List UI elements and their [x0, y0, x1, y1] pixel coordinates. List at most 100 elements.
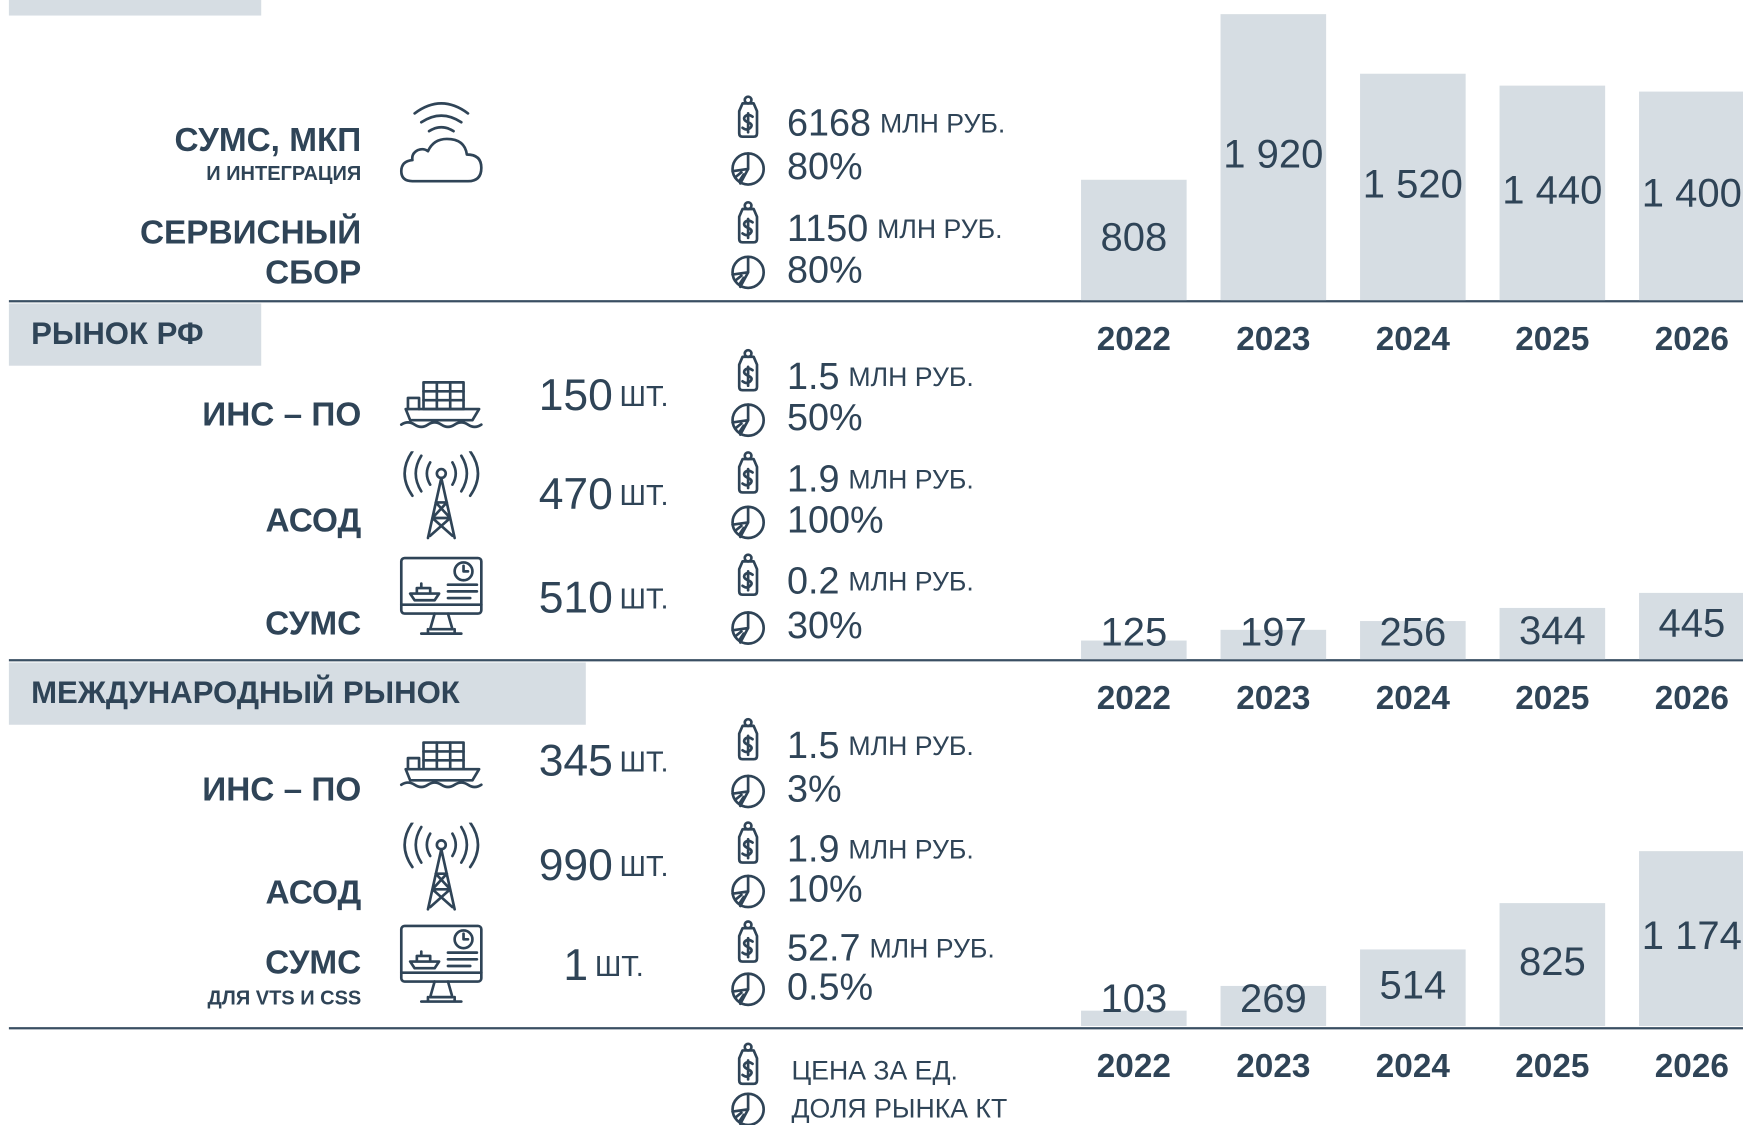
header-band: [8, 0, 262, 16]
row-name: СУМС: [265, 606, 361, 643]
bar: [1499, 85, 1606, 301]
market-share: 80%: [787, 249, 863, 291]
bar: [1081, 1010, 1187, 1027]
section-header: РЫНОК РФ: [31, 316, 203, 351]
icon: [737, 1042, 759, 1086]
icon: [403, 451, 480, 540]
icon: [731, 874, 766, 909]
market-share: 10%: [787, 868, 863, 910]
icon: [731, 774, 766, 809]
bar-value-label: 1 920: [1223, 133, 1323, 177]
unit-price: 1.5 МЛН РУБ.: [787, 356, 974, 398]
bar-value-label: 445: [1658, 602, 1725, 646]
row-name: АСОД: [266, 502, 362, 539]
year-label: 2022: [1097, 680, 1171, 717]
bar-value-label: 514: [1379, 963, 1446, 1007]
market-share: 80%: [787, 146, 863, 188]
year-label: 2023: [1236, 321, 1310, 358]
unit-price: 1150 МЛН РУБ.: [787, 208, 1003, 250]
icon: [731, 255, 766, 290]
unit-price: 1.9 МЛН РУБ.: [787, 458, 974, 500]
count-value: 510: [539, 573, 613, 622]
bar-value-label: 1 174: [1642, 914, 1742, 958]
icon: [731, 505, 766, 540]
row-name: СУМС, МКП: [174, 122, 361, 159]
count-unit: ШТ.: [620, 851, 669, 883]
section-header-band: [8, 662, 586, 725]
icon: [731, 611, 766, 645]
bar-value-label: 1 440: [1502, 168, 1602, 212]
market-share: 30%: [787, 605, 863, 647]
price-value: 1.9: [787, 458, 840, 500]
unit-count: 345 ШТ.: [539, 736, 669, 785]
year-label: 2024: [1376, 1048, 1451, 1085]
row-name: СУМС: [265, 945, 361, 982]
year-label: 2026: [1655, 680, 1729, 717]
icon: [399, 556, 483, 635]
unit-price: 1.9 МЛН РУБ.: [787, 828, 974, 870]
icon: [731, 1092, 766, 1125]
market-share: 50%: [787, 397, 863, 439]
legend-price: ЦЕНА ЗА ЕД.: [791, 1056, 957, 1086]
count-unit: ШТ.: [620, 583, 669, 615]
bar-value-label: 808: [1100, 216, 1167, 260]
bar: [1499, 607, 1606, 660]
bar: [1220, 985, 1327, 1027]
row-name: ИНС – ПО: [202, 397, 361, 434]
year-label: 2024: [1376, 321, 1451, 358]
bar: [1499, 903, 1606, 1027]
icon: [737, 717, 759, 761]
row-name: СБОР: [265, 254, 361, 291]
bar-value-label: 269: [1240, 977, 1307, 1021]
bar: [1220, 14, 1327, 301]
price-unit: МЛН РУБ.: [848, 362, 973, 392]
count-value: 990: [539, 841, 613, 890]
bar: [1081, 640, 1187, 660]
bar-value-label: 103: [1100, 977, 1167, 1021]
bar: [1360, 73, 1466, 301]
row-name: ИНС – ПО: [202, 771, 361, 808]
price-value: 52.7: [787, 927, 861, 969]
icon: [737, 95, 759, 139]
count-unit: ШТ.: [595, 951, 644, 983]
bar-value-label: 256: [1379, 610, 1446, 654]
icon: [399, 102, 483, 183]
icon: [737, 920, 759, 963]
icon: [403, 822, 480, 911]
year-label: 2023: [1236, 680, 1310, 717]
unit-count: 150 ШТ.: [539, 371, 669, 420]
count-unit: ШТ.: [620, 381, 669, 413]
year-label: 2023: [1236, 1048, 1310, 1085]
price-unit: МЛН РУБ.: [848, 464, 973, 494]
bar-value-label: 1 400: [1642, 171, 1742, 215]
unit-count: 470 ШТ.: [539, 470, 669, 519]
unit-count: 990 ШТ.: [539, 841, 669, 890]
count-value: 150: [539, 371, 613, 420]
row-subname: И ИНТЕГРАЦИЯ: [206, 163, 361, 185]
price-unit: МЛН РУБ.: [848, 567, 973, 597]
year-label: 2026: [1655, 321, 1729, 358]
year-label: 2024: [1376, 680, 1451, 717]
bar-value-label: 125: [1100, 610, 1167, 654]
bar: [1360, 949, 1466, 1027]
legend-share: ДОЛЯ РЫНКА КТ: [791, 1094, 1007, 1124]
bar: [1639, 91, 1743, 301]
bar: [1639, 592, 1743, 660]
price-unit: МЛН РУБ.: [848, 835, 973, 865]
count-value: 345: [539, 736, 613, 785]
row-name: СЕРВИСНЫЙ: [140, 212, 361, 251]
bar-value-label: 1 520: [1363, 162, 1463, 206]
count-value: 1: [563, 941, 588, 990]
unit-price: 6168 МЛН РУБ.: [787, 103, 1005, 145]
icon: [399, 741, 483, 789]
price-value: 1.5: [787, 356, 840, 398]
bar-value-label: 825: [1519, 940, 1586, 984]
bar-value-label: 197: [1240, 610, 1307, 654]
year-label: 2022: [1097, 321, 1171, 358]
count-unit: ШТ.: [620, 746, 669, 778]
bar: [1220, 629, 1327, 660]
bar: [1360, 621, 1466, 660]
count-unit: ШТ.: [620, 480, 669, 512]
icon: [731, 152, 766, 186]
